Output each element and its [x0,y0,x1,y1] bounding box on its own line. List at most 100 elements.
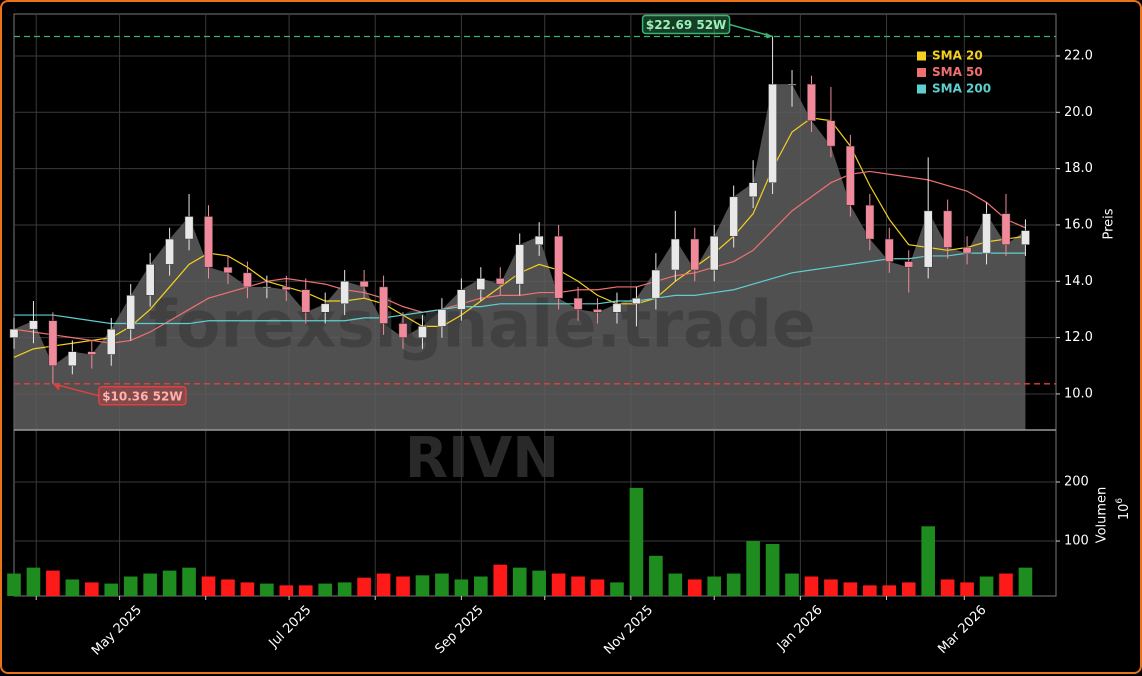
annotation-box [641,14,731,35]
candle-body [262,286,272,289]
candle-body [943,210,952,248]
volume-bar [240,582,255,596]
volume-axis-label: Volumen [1095,487,1110,544]
volume-bar [104,583,119,596]
volume-bar [474,576,488,596]
y-tick-label: 20.0 [1064,105,1093,120]
candle-body [884,238,894,262]
volume-bar [999,573,1013,596]
volume-bar [376,573,391,596]
candle-body [593,309,602,313]
volume-bar [46,570,60,596]
candle-body [787,83,797,86]
candle-body [106,328,116,355]
y-tick-label: 200 [1064,474,1089,489]
candle-body [865,204,875,240]
candle-body [68,351,77,367]
candle-body [651,269,661,299]
volume-bar [260,583,274,596]
x-tick-label: Mar 2026 [935,603,989,657]
candle-body [145,264,155,296]
volume-bar [201,576,216,596]
volume-bar [532,570,546,596]
candle-body [184,216,194,240]
volume-bar [940,579,955,596]
y-tick-label: 14.0 [1064,274,1093,289]
volume-bar [785,573,799,596]
candle-body [340,281,349,305]
annotation-box [98,386,187,406]
candle-body [690,238,700,271]
annotation-arrowhead [765,32,773,39]
candle-body [437,309,447,327]
annotation-arrowhead [52,383,60,391]
volume-bar [804,576,819,596]
candle-body [515,244,525,285]
candle-body [476,278,486,290]
volume-bar [415,575,430,596]
candle-body [826,120,836,147]
volume-scale-base: 10 [1117,504,1132,521]
candle-body [982,213,991,254]
volume-bar [960,582,974,596]
candle-body [204,216,213,268]
volume-bar [357,577,371,596]
candle-body [457,289,466,310]
annotation-arrow [52,383,100,397]
annotation-label: $10.36 52W [102,389,182,403]
y-tick-label: 10.0 [1064,386,1093,401]
watermark-symbol: RIVN [405,426,559,491]
legend-label: SMA 50 [932,65,983,79]
x-tick-label: Sep 2025 [432,603,486,657]
candle-body [748,182,758,198]
volume-bar [649,555,663,596]
x-tick-label: Jul 2025 [266,603,315,652]
volume-bar [493,564,508,596]
y-axis-label: Preis [1102,208,1117,239]
x-tick-label: May 2025 [89,603,145,659]
volume-scale: 106 [1115,498,1132,521]
volume-bar [551,573,566,596]
y-tick-label: 16.0 [1064,217,1093,232]
candle-body [904,261,914,268]
candle-body [398,323,408,338]
volume-bar [435,573,449,596]
volume-bar [162,570,177,596]
legend-label: SMA 20 [932,49,983,63]
candle-body [301,289,311,313]
y-tick-label: 22.0 [1064,48,1093,63]
candle-body [709,235,719,271]
volume-bar [629,487,644,596]
candle-body [573,297,583,310]
volume-bar [843,582,858,596]
watermark: forexsignale.trade [149,289,816,363]
volume-bar [571,576,585,596]
candle-body [87,351,97,355]
volume-bar [882,585,897,596]
candle-body [729,196,739,237]
x-tick-label: Jan 2026 [774,603,826,655]
candle-body [126,295,136,330]
candle-body [807,83,816,121]
candle-body [320,303,330,313]
volume-bar [824,579,838,596]
volume-bar [123,576,138,596]
volume-bar [746,541,760,596]
volume-bar [84,582,99,596]
legend-swatch [917,51,926,61]
candle-body [48,320,58,367]
volume-bar [396,576,410,596]
volume-bar [65,579,80,596]
candle-body [223,266,233,274]
volume-bar [901,582,916,596]
annotation-arrow [729,23,773,38]
candle-body [632,297,641,305]
candle-body [359,281,369,288]
volume-bar [590,579,605,596]
volume-bar [687,579,702,596]
volume-bar [512,567,527,596]
candle-body [768,83,777,183]
volume-bar [863,585,877,596]
